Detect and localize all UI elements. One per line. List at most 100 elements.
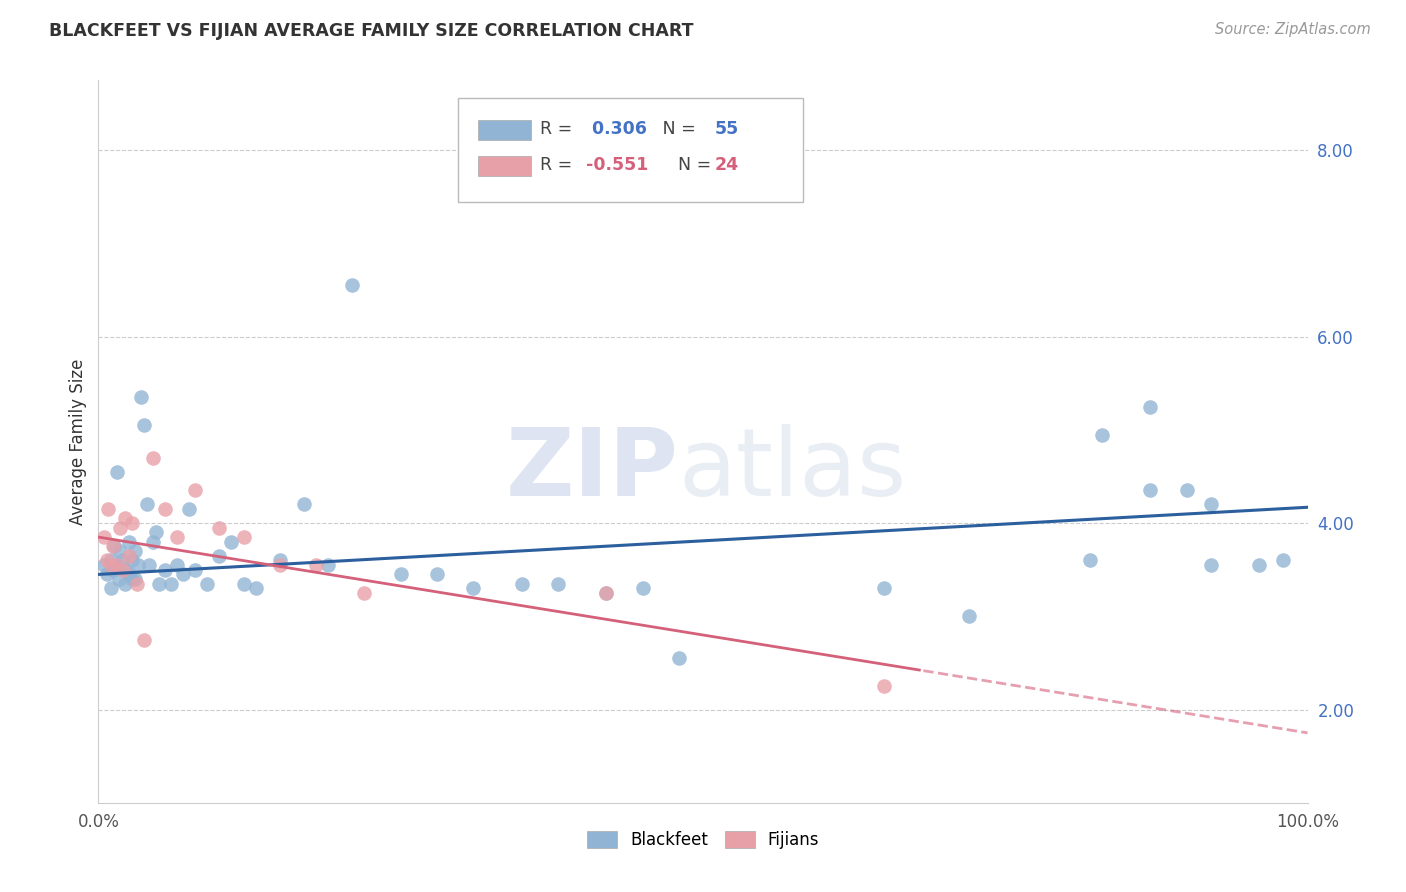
- Point: [957, 609, 980, 624]
- Text: BLACKFEET VS FIJIAN AVERAGE FAMILY SIZE CORRELATION CHART: BLACKFEET VS FIJIAN AVERAGE FAMILY SIZE …: [49, 22, 693, 40]
- FancyBboxPatch shape: [478, 120, 531, 140]
- Point: [121, 516, 143, 530]
- Point: [172, 567, 194, 582]
- Point: [668, 651, 690, 665]
- Point: [100, 558, 122, 572]
- Point: [93, 558, 115, 572]
- Point: [145, 525, 167, 540]
- Point: [873, 679, 896, 693]
- Point: [96, 553, 118, 567]
- Point: [269, 558, 291, 572]
- Text: 55: 55: [716, 120, 740, 137]
- Text: Source: ZipAtlas.com: Source: ZipAtlas.com: [1215, 22, 1371, 37]
- FancyBboxPatch shape: [457, 97, 803, 202]
- Y-axis label: Average Family Size: Average Family Size: [69, 359, 87, 524]
- Text: 24: 24: [716, 156, 740, 174]
- Text: ZIP: ZIP: [506, 425, 679, 516]
- Point: [1078, 553, 1101, 567]
- Point: [208, 521, 231, 535]
- Point: [208, 549, 231, 563]
- Point: [135, 498, 157, 512]
- Point: [292, 498, 315, 512]
- Point: [105, 465, 128, 479]
- Point: [127, 576, 149, 591]
- Point: [547, 576, 569, 591]
- Point: [510, 576, 533, 591]
- Point: [100, 582, 122, 596]
- Point: [108, 521, 131, 535]
- Point: [179, 502, 201, 516]
- Point: [316, 558, 339, 572]
- Point: [245, 582, 267, 596]
- Point: [389, 567, 412, 582]
- Point: [1249, 558, 1271, 572]
- Point: [138, 558, 160, 572]
- Text: R =: R =: [540, 120, 578, 137]
- Point: [1199, 498, 1222, 512]
- Point: [108, 544, 131, 558]
- Point: [93, 530, 115, 544]
- Point: [1175, 483, 1198, 498]
- Text: N =: N =: [647, 120, 702, 137]
- Point: [114, 576, 136, 591]
- Point: [105, 558, 128, 572]
- Point: [426, 567, 449, 582]
- Point: [160, 576, 183, 591]
- Point: [195, 576, 218, 591]
- Point: [148, 576, 170, 591]
- Text: N =: N =: [666, 156, 717, 174]
- Text: -0.551: -0.551: [586, 156, 648, 174]
- Point: [97, 502, 120, 516]
- Point: [134, 632, 156, 647]
- Point: [595, 586, 617, 600]
- Point: [353, 586, 375, 600]
- Point: [127, 558, 149, 572]
- Point: [595, 586, 617, 600]
- Point: [118, 549, 141, 563]
- Point: [1139, 483, 1161, 498]
- Point: [305, 558, 328, 572]
- Point: [1272, 553, 1295, 567]
- Point: [114, 563, 136, 577]
- Point: [184, 483, 207, 498]
- Point: [96, 567, 118, 582]
- Point: [873, 582, 896, 596]
- Point: [114, 511, 136, 525]
- Legend: Blackfeet, Fijians: Blackfeet, Fijians: [581, 824, 825, 856]
- Point: [103, 540, 125, 554]
- Point: [124, 544, 146, 558]
- Point: [129, 390, 152, 404]
- Point: [121, 553, 143, 567]
- Text: atlas: atlas: [679, 425, 907, 516]
- Point: [118, 567, 141, 582]
- Point: [121, 572, 143, 586]
- Point: [101, 540, 124, 554]
- Point: [101, 563, 124, 577]
- Point: [269, 553, 291, 567]
- Point: [134, 418, 156, 433]
- Point: [166, 530, 188, 544]
- Point: [124, 572, 146, 586]
- Point: [100, 553, 122, 567]
- Point: [463, 582, 485, 596]
- FancyBboxPatch shape: [478, 156, 531, 177]
- Point: [232, 530, 254, 544]
- Point: [342, 278, 364, 293]
- Point: [1139, 400, 1161, 414]
- Point: [118, 534, 141, 549]
- Text: R =: R =: [540, 156, 578, 174]
- Point: [111, 563, 134, 577]
- Point: [142, 534, 165, 549]
- Point: [221, 534, 243, 549]
- Point: [108, 572, 131, 586]
- Point: [142, 450, 165, 465]
- Text: 0.306: 0.306: [586, 120, 647, 137]
- Point: [631, 582, 654, 596]
- Point: [232, 576, 254, 591]
- Point: [105, 558, 128, 572]
- Point: [184, 563, 207, 577]
- Point: [1091, 427, 1114, 442]
- Point: [166, 558, 188, 572]
- Point: [153, 502, 176, 516]
- Point: [111, 553, 134, 567]
